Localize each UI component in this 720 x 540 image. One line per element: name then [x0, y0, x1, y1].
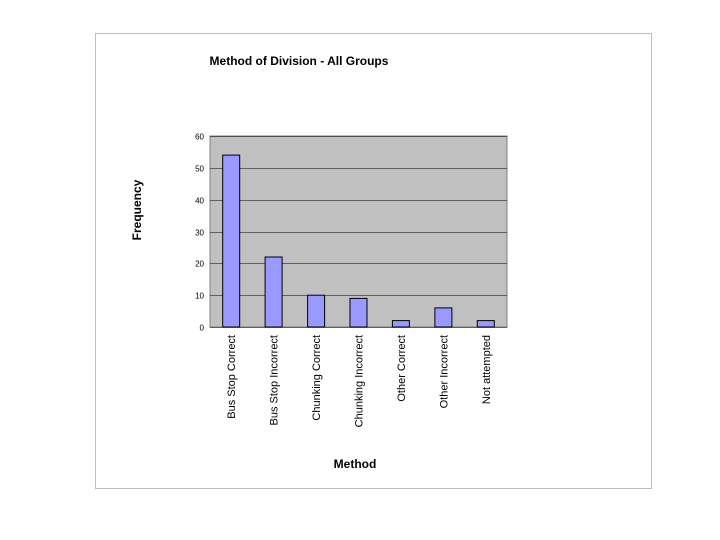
y-tick-label: 20: [195, 260, 204, 269]
x-axis-category-labels: Bus Stop Correct Bus Stop Incorrect Chunki…: [226, 335, 493, 427]
x-category-label: Not attempted: [481, 335, 493, 404]
y-tick-label: 50: [195, 165, 204, 174]
x-category-label: Bus Stop Correct: [226, 335, 238, 419]
y-tick-label: 60: [195, 133, 204, 142]
x-axis-title: Method: [334, 457, 377, 471]
x-category-label: Other Incorrect: [438, 335, 450, 408]
bar: [307, 294, 326, 328]
bar: [264, 256, 283, 328]
bar: [349, 297, 368, 328]
y-tick-label: 0: [200, 324, 205, 333]
bar: [476, 320, 495, 328]
y-axis-title: Frequency: [130, 179, 144, 240]
x-category-label: Bus Stop Incorrect: [269, 335, 281, 426]
bar: [391, 320, 410, 328]
y-tick-label: 30: [195, 229, 204, 238]
bar: [434, 307, 453, 328]
gridlines: [210, 136, 507, 328]
y-tick-label: 10: [195, 292, 204, 301]
x-category-label: Chunking Correct: [311, 335, 323, 421]
bars: [222, 154, 495, 328]
chart-title: Method of Division - All Groups: [210, 54, 389, 68]
y-axis-ticks: 0 10 20 30 40 50 60: [195, 133, 204, 333]
x-category-label: Chunking Incorrect: [354, 335, 366, 427]
y-tick-label: 40: [195, 197, 204, 206]
bar: [222, 154, 241, 328]
x-category-label: Other Correct: [396, 335, 408, 402]
plot-area: [209, 135, 508, 328]
